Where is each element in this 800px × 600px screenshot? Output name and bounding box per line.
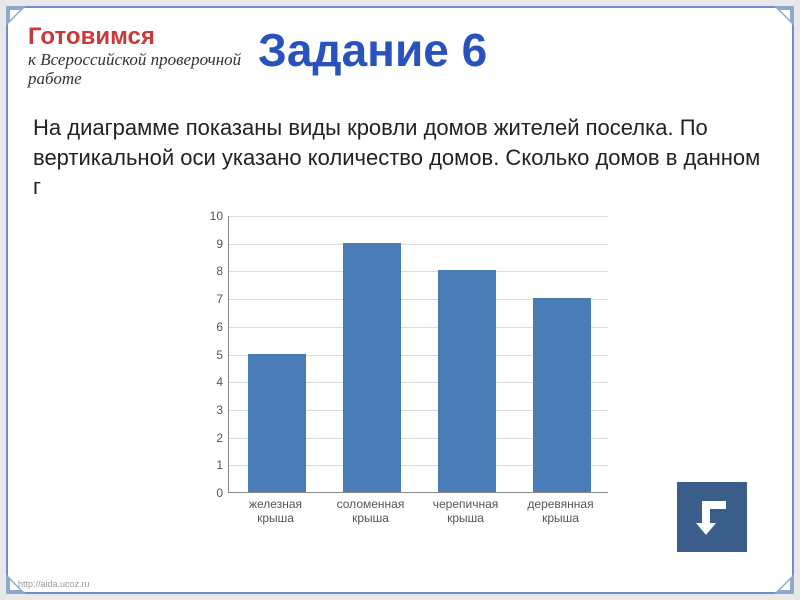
chart-ytick: 2	[193, 431, 223, 445]
chart-bar	[533, 298, 591, 492]
header-title: Готовимся	[28, 23, 258, 51]
return-arrow-icon	[688, 493, 736, 541]
chart-plot-area	[228, 216, 608, 493]
chart-ytick: 5	[193, 348, 223, 362]
header-subtitle: к Всероссийской проверочной работе	[28, 51, 258, 88]
slide-frame: Готовимся к Всероссийской проверочной ра…	[6, 6, 794, 594]
chart-xlabel: деревяннаякрыша	[513, 498, 608, 526]
return-button[interactable]	[677, 482, 747, 552]
chart-ytick: 0	[193, 486, 223, 500]
slide-title: Задание 6	[258, 23, 487, 77]
bar-chart: 0 1 2 3 4 5 6 7 8 9 10 железнаякрышасоломеннаякрыша…	[188, 208, 618, 548]
chart-gridline	[229, 271, 608, 272]
chart-bar	[248, 354, 306, 493]
chart-ytick: 1	[193, 458, 223, 472]
chart-ytick: 9	[193, 237, 223, 251]
corner-ornament-tr	[774, 6, 794, 26]
footer-url: http://aida.ucoz.ru	[18, 579, 90, 589]
chart-ytick: 6	[193, 320, 223, 334]
chart-ytick: 4	[193, 375, 223, 389]
chart-bar	[343, 243, 401, 492]
header-block: Готовимся к Всероссийской проверочной ра…	[28, 23, 258, 88]
chart-ytick: 3	[193, 403, 223, 417]
chart-xlabel: железнаякрыша	[228, 498, 323, 526]
chart-ytick: 8	[193, 264, 223, 278]
chart-ytick: 10	[193, 209, 223, 223]
chart-xlabel: черепичнаякрыша	[418, 498, 513, 526]
chart-ytick: 7	[193, 292, 223, 306]
chart-gridline	[229, 216, 608, 217]
chart-gridline	[229, 244, 608, 245]
task-text: На диаграмме показаны виды кровли домов …	[33, 113, 767, 202]
chart-bar	[438, 270, 496, 492]
corner-ornament-br	[774, 574, 794, 594]
chart-xlabel: соломеннаякрыша	[323, 498, 418, 526]
corner-ornament-tl	[6, 6, 26, 26]
